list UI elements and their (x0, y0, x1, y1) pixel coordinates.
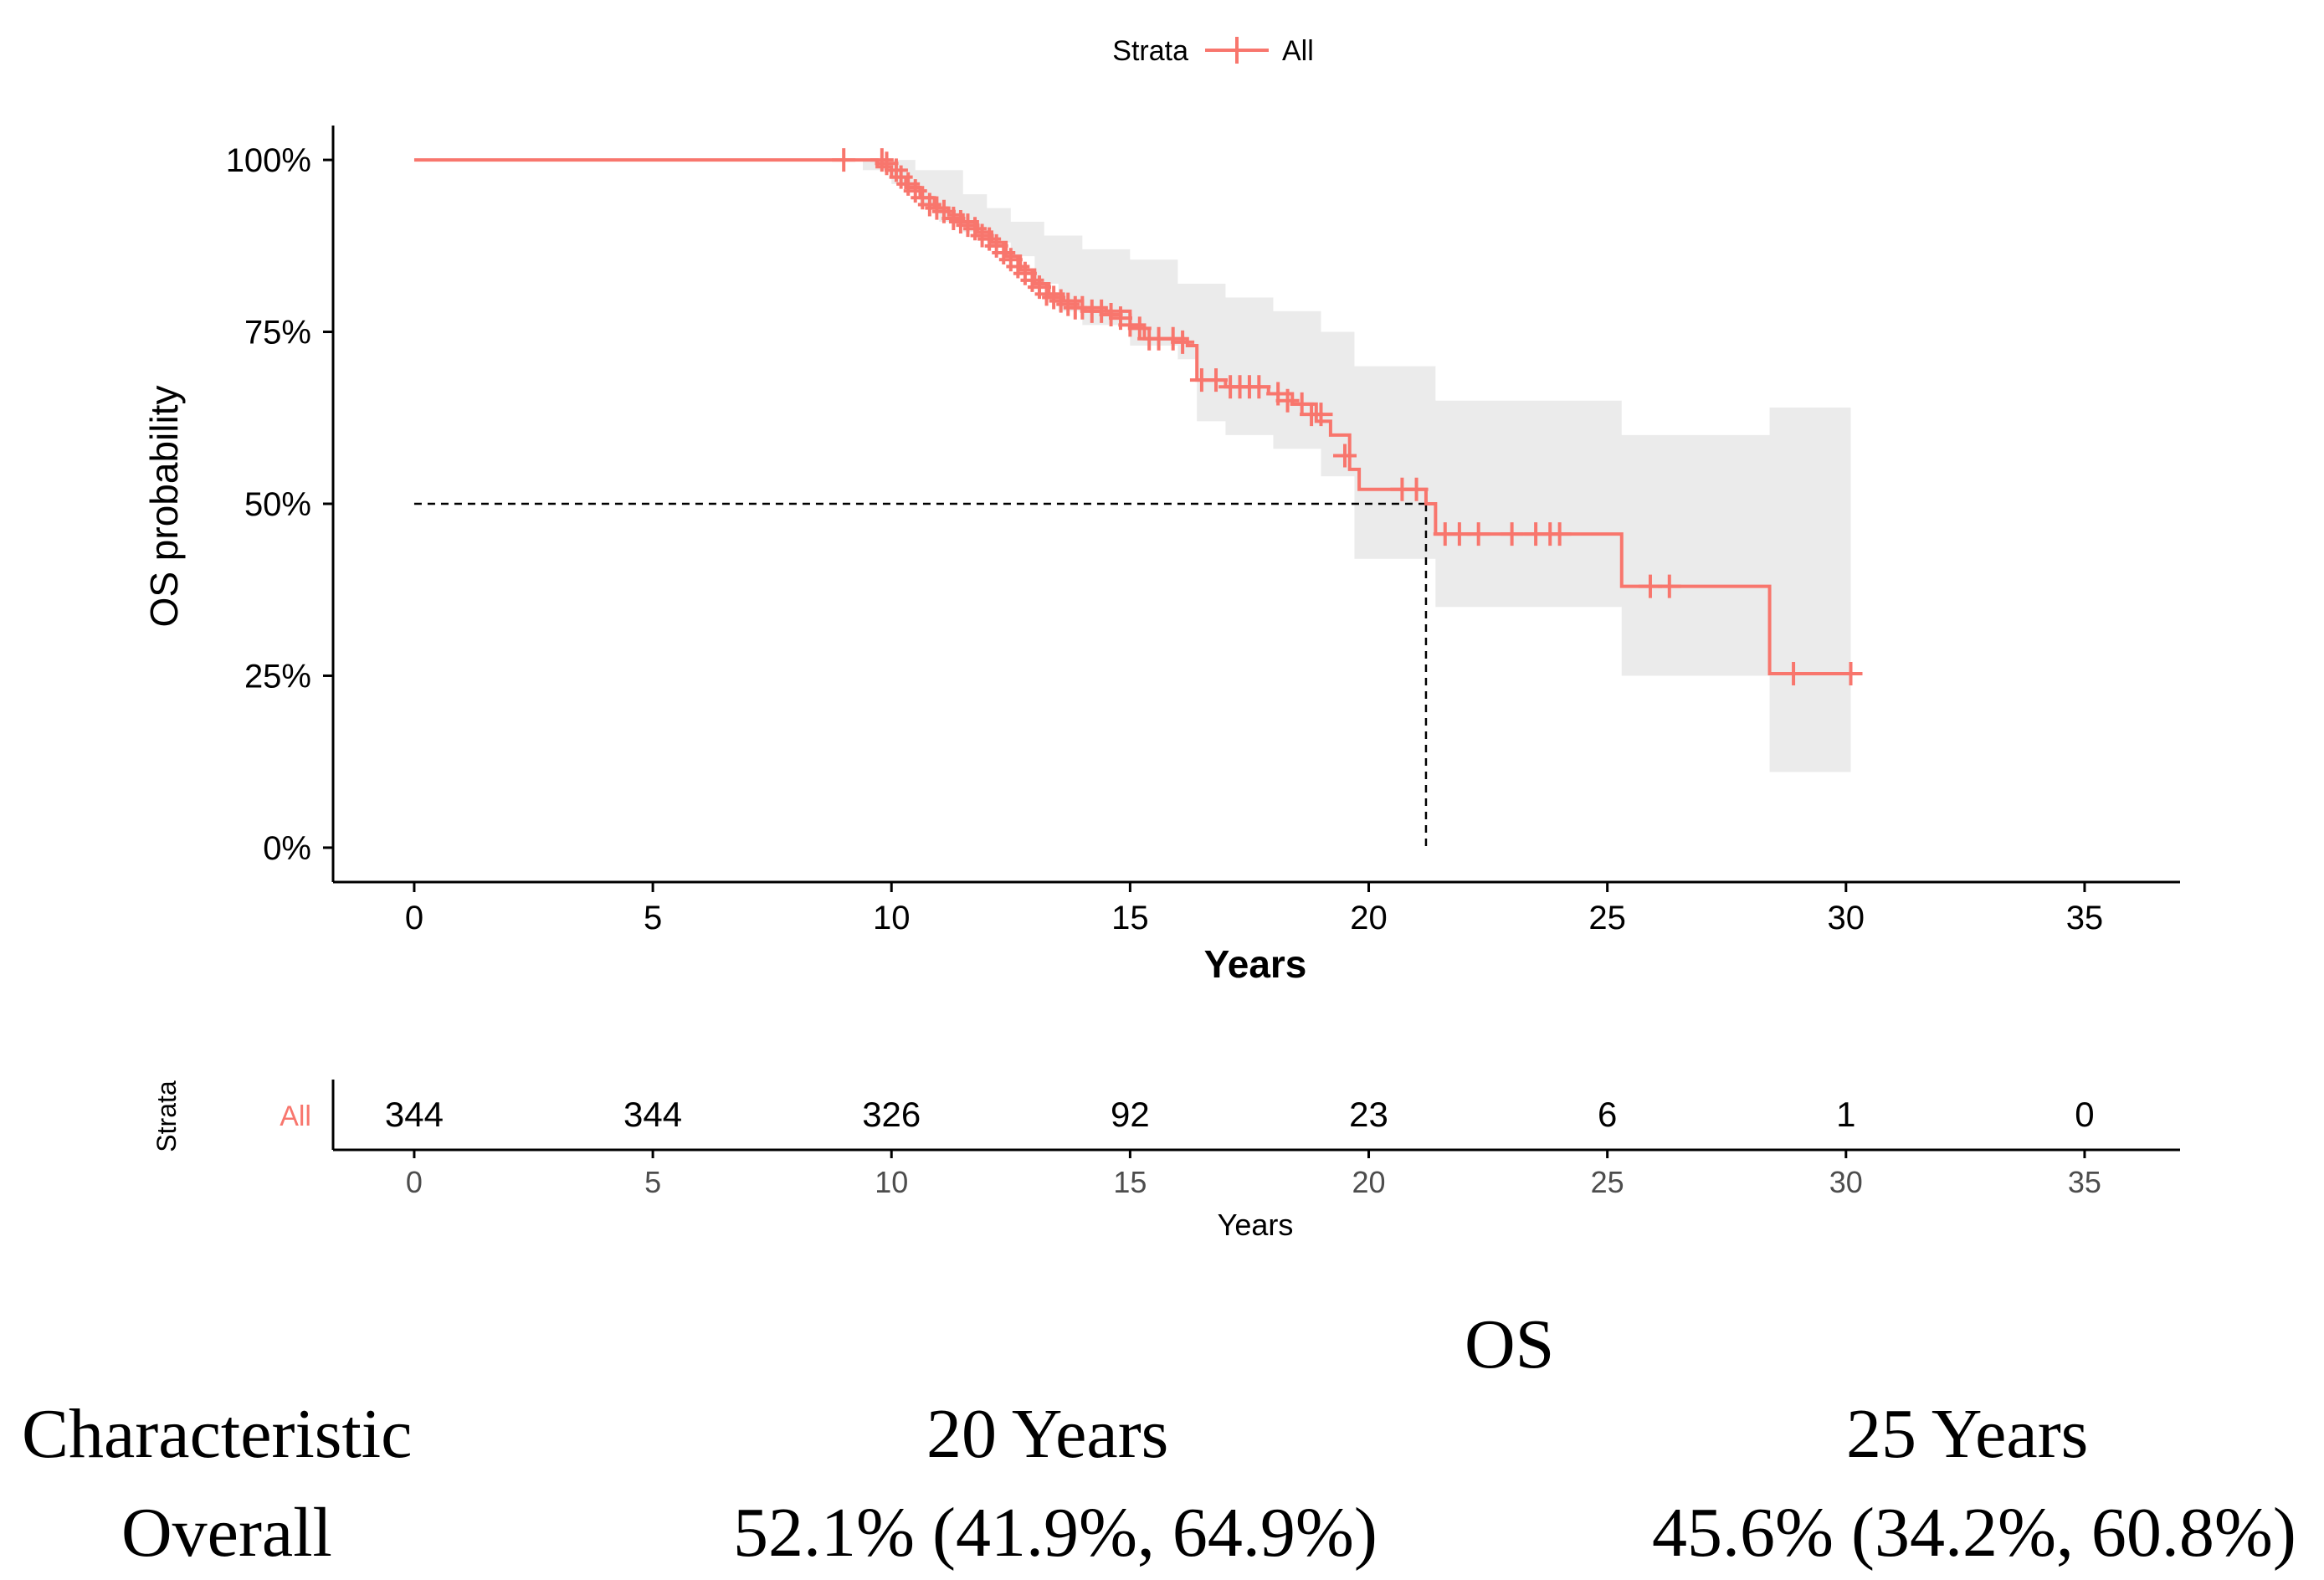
risk-count: 344 (385, 1095, 444, 1134)
risk-x-tick-label: 25 (1591, 1165, 1624, 1199)
censor-mark (1782, 661, 1806, 685)
x-tick-label: 15 (1111, 900, 1149, 936)
censor-mark (1171, 330, 1195, 354)
row-overall-25-years: 45.6% (34.2%, 60.8%) (1652, 1494, 2296, 1572)
risk-table-row-label: All (280, 1100, 311, 1132)
median-survival-lines (413, 502, 1428, 848)
risk-count: 92 (1111, 1095, 1150, 1134)
censor-mark (1309, 403, 1333, 427)
censor-mark (1090, 299, 1114, 323)
x-ticks: 0 5 10 15 20 25 30 35 (405, 882, 2103, 936)
header-characteristic: Characteristic (22, 1395, 413, 1473)
km-plot: Strata All 0%25%50%75%100% 0 5 10 15 20 25 30 3… (142, 35, 2180, 1242)
risk-count: 326 (862, 1095, 921, 1134)
x-tick-label: 30 (1828, 900, 1865, 936)
censor-mark (832, 148, 856, 172)
x-tick-label: 0 (405, 900, 423, 936)
row-overall-label: Overall (121, 1494, 332, 1572)
censor-mark (1333, 444, 1357, 468)
censor-mark (1547, 522, 1572, 546)
x-tick-label: 25 (1588, 900, 1626, 936)
censor-mark (1127, 316, 1152, 341)
risk-x-tick-label: 0 (406, 1165, 423, 1199)
row-overall-20-years: 52.1% (41.9%, 64.9%) (733, 1494, 1377, 1572)
censor-mark (1204, 368, 1229, 392)
y-axis-label: OS probability (142, 386, 186, 628)
censor-mark (1466, 522, 1490, 546)
x-tick-label: 35 (2066, 900, 2104, 936)
y-tick-label: 50% (244, 486, 311, 523)
risk-x-tick-label: 5 (644, 1165, 661, 1199)
y-ticks: 0% 25% 50% 75% 100% (226, 142, 333, 867)
risk-count: 6 (1598, 1095, 1617, 1134)
legend-entry-all: All (1282, 35, 1314, 67)
censor-mark (1839, 661, 1863, 685)
risk-x-tick-label: 35 (2068, 1165, 2101, 1199)
censor-mark (1500, 522, 1524, 546)
censor-mark (1118, 313, 1142, 337)
censor-mark (1657, 574, 1681, 598)
x-axis-label: Years (1204, 942, 1307, 986)
y-tick-label: 0% (263, 830, 311, 867)
main-plot: 0% 25% 50% 75% 100% 0 5 10 15 20 25 30 35 OS probab… (142, 126, 2180, 986)
censor-mark (1247, 375, 1271, 399)
y-tick-label: 25% (244, 658, 311, 695)
x-tick-label: 20 (1350, 900, 1388, 936)
risk-table-xlabel: Years (1218, 1208, 1294, 1242)
censor-mark (1099, 303, 1123, 326)
risk-x-tick-label: 10 (875, 1165, 908, 1199)
os-group-header: OS (1465, 1306, 1555, 1383)
header-25-years: 25 Years (1846, 1395, 2089, 1473)
risk-counts: 344 344 326 92 23 6 1 0 (385, 1095, 2095, 1134)
censor-mark (1404, 477, 1429, 501)
y-tick-label: 100% (226, 142, 311, 179)
risk-x-tick-label: 30 (1829, 1165, 1863, 1199)
censor-mark (1290, 392, 1314, 416)
x-tick-label: 5 (644, 900, 662, 936)
censor-mark (1070, 295, 1095, 320)
y-tick-label: 75% (244, 315, 311, 351)
risk-count: 344 (623, 1095, 682, 1134)
risk-table: Strata All 344 344 326 92 23 6 1 0 0 5 10 15 20 25 30… (151, 1080, 2180, 1242)
censor-mark (1161, 326, 1185, 351)
censor-mark (870, 148, 894, 172)
legend: Strata All (1112, 35, 1314, 67)
risk-x-tick-label: 20 (1352, 1165, 1385, 1199)
survival-summary-table: OS Characteristic 20 Years 25 Years Over… (0, 1264, 2324, 1580)
header-20-years: 20 Years (926, 1395, 1169, 1473)
risk-table-ylabel: Strata (151, 1080, 182, 1152)
risk-count: 23 (1349, 1095, 1388, 1134)
censor-mark (1275, 388, 1300, 413)
risk-x-tick-label: 15 (1113, 1165, 1147, 1199)
censor-marks-layer (832, 148, 1863, 685)
risk-count: 0 (2075, 1095, 2094, 1134)
risk-count: 1 (1836, 1095, 1855, 1134)
risk-x-ticks: 0 5 10 15 20 25 30 35 (406, 1150, 2101, 1199)
legend-title: Strata (1112, 35, 1188, 67)
x-tick-label: 10 (873, 900, 911, 936)
